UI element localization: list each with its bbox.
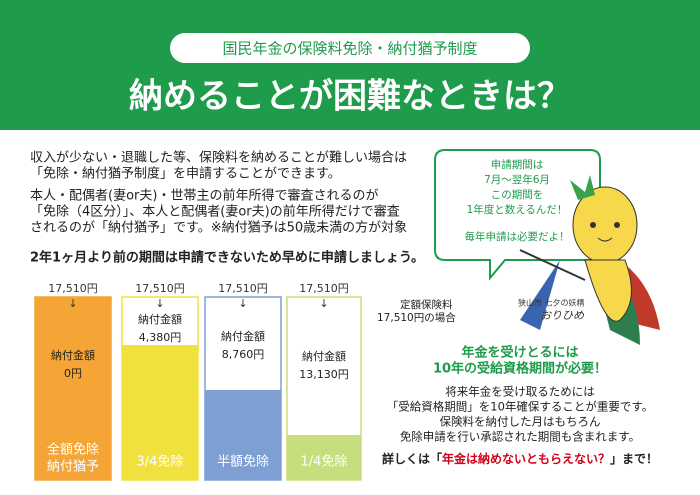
- column-name: 半額免除: [217, 455, 269, 470]
- fixed-note: 17,510円の場合: [377, 311, 456, 324]
- column-arrow: ↓: [238, 297, 247, 310]
- column-label: 納付金額: [302, 349, 346, 363]
- column-base: 17,510円: [135, 282, 185, 295]
- column-amount: 0円: [64, 367, 82, 380]
- column-amount: 4,380円: [139, 331, 182, 344]
- body-line: されるのが「納付猶予」です。※納付猶予は50歳未満の方が対象: [30, 220, 407, 236]
- column-label: 納付金額: [51, 348, 95, 362]
- eligibility-heading: 10年の受給資格期間が必要！: [433, 361, 607, 377]
- footer-after: 」まで！: [610, 452, 658, 466]
- eligibility-line: 免除申請を行い承認された期間も含まれます。: [400, 430, 640, 444]
- column-name: 3/4免除: [137, 455, 184, 470]
- body-line: 「免除（4区分）」、本人と配偶者(妻or夫)の前年所得だけで審査: [30, 204, 400, 220]
- mascot-caption: 狭山市 七夕の妖精: [518, 298, 585, 308]
- eligibility-line: 保険料を納付した月はもちろん: [440, 415, 601, 429]
- footer-before: 詳しくは「: [382, 451, 442, 466]
- fixed-note: 定額保険料: [400, 298, 453, 311]
- eligibility-line: 将来年金を受け取るためには: [445, 385, 595, 399]
- body-line: 本人・配偶者(妻or夫)・世帯主の前年所得で審査されるのが: [30, 188, 378, 204]
- column-name: 1/4免除: [301, 455, 348, 470]
- column-arrow: ↓: [319, 297, 328, 310]
- bubble-line: 7月～翌年6月: [484, 173, 550, 186]
- bubble-line: 1年度と数えるんだ！: [467, 203, 568, 216]
- title: 納めることが困難なときは？: [129, 77, 571, 117]
- column-name: 納付猶予: [47, 460, 99, 475]
- column-amount: 13,130円: [299, 368, 349, 381]
- column-label: 納付金額: [138, 312, 182, 326]
- header-band: [0, 0, 700, 130]
- subtitle: 国民年金の保険料免除・納付猶予制度: [222, 40, 477, 58]
- column-arrow: ↓: [155, 297, 164, 310]
- bubble-line: この期間を: [491, 189, 544, 201]
- column-base: 17,510円: [299, 282, 349, 295]
- subtitle-pill: [170, 33, 530, 63]
- speech-bubble: [434, 149, 601, 281]
- bubble-line: 申請期間は: [491, 158, 544, 171]
- body-line: 2年1ヶ月より前の期間は申請できないため早めに申請しましょう。: [30, 250, 424, 266]
- footer-link: 年金は納めないともらえない？: [442, 451, 610, 466]
- column-amount: 8,760円: [222, 348, 265, 361]
- eligibility-heading: 年金を受けとるには: [461, 345, 578, 361]
- column-fill: [35, 297, 111, 480]
- column-name: 全額免除: [47, 442, 99, 458]
- mascot-name: おりひめ: [540, 309, 585, 322]
- column-fill: [205, 390, 281, 480]
- column-base: 17,510円: [48, 282, 98, 295]
- column-arrow: ↓: [68, 297, 77, 310]
- column-base: 17,510円: [218, 282, 268, 295]
- bubble-note: 毎年申請は必要だよ！: [465, 230, 570, 243]
- body-line: 「免除・納付猶予制度」を申請することができます。: [30, 166, 341, 182]
- footer-line: 詳しくは「年金は納めないともらえない？」まで！: [382, 451, 658, 466]
- column-label: 納付金額: [221, 329, 265, 343]
- body-line: 収入が少ない・退職した等、保険料を納めることが難しい場合は: [30, 150, 407, 166]
- column-fill: [122, 345, 198, 480]
- eligibility-line: 「受給資格期間」を10年確保することが重要です。: [387, 400, 653, 414]
- column-fill: [287, 435, 361, 480]
- mascot: [519, 175, 660, 345]
